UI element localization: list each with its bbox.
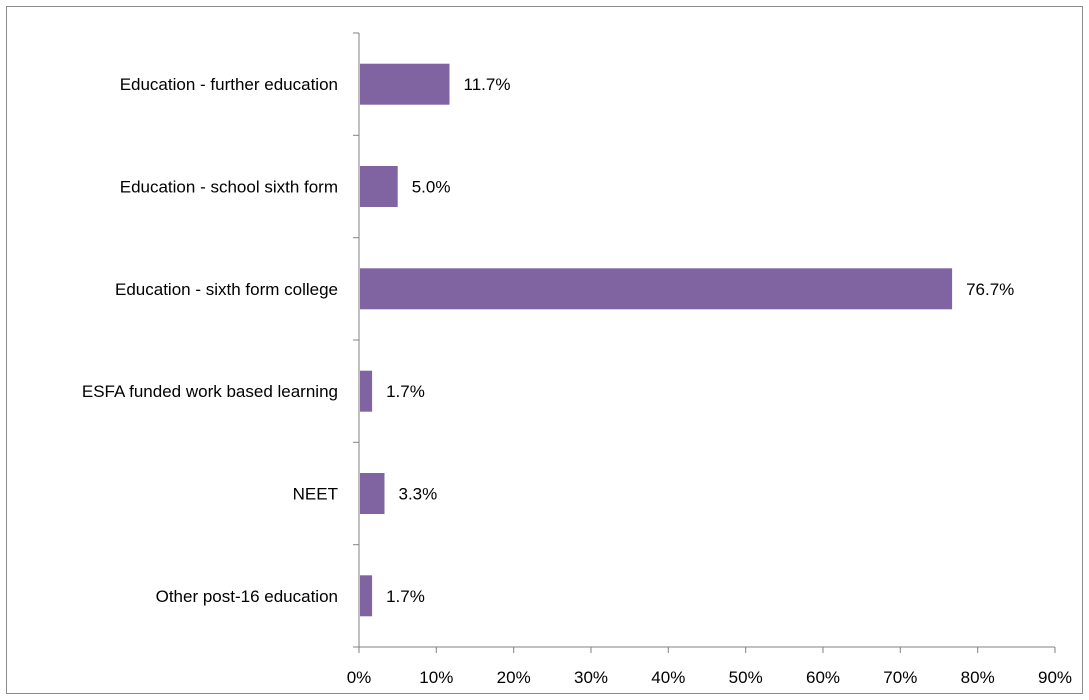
data-label: 3.3%	[399, 485, 438, 504]
bar-1	[360, 166, 398, 207]
bar-2	[360, 268, 953, 310]
category-label: Other post-16 education	[156, 587, 338, 606]
bar-3	[360, 370, 373, 412]
x-tick-label: 30%	[574, 668, 608, 687]
axes-group	[353, 32, 1056, 653]
x-tick-label: 10%	[419, 668, 453, 687]
data-label: 1.7%	[386, 587, 425, 606]
bar-0	[360, 63, 450, 105]
category-label: Education - school sixth form	[120, 178, 338, 197]
category-label: Education - further education	[120, 75, 338, 94]
x-tick-label: 70%	[883, 668, 917, 687]
bars-group	[360, 63, 953, 617]
x-tick-label: 80%	[961, 668, 995, 687]
x-tick-label: 20%	[497, 668, 531, 687]
x-tick-label: 60%	[806, 668, 840, 687]
data-label: 11.7%	[464, 75, 511, 94]
x-tick-label: 0%	[347, 668, 372, 687]
x-tick-label: 50%	[729, 668, 763, 687]
data-label: 76.7%	[966, 280, 1014, 299]
x-tick-label: 40%	[651, 668, 685, 687]
category-label: Education - sixth form college	[115, 280, 338, 299]
data-label: 5.0%	[412, 178, 451, 197]
x-tick-label: 90%	[1038, 668, 1072, 687]
chart-frame	[6, 6, 1083, 694]
labels-group: Education - further education 11.7% Educat…	[82, 75, 1072, 687]
data-label: 1.7%	[386, 382, 425, 401]
bar-5	[360, 575, 373, 617]
bar-4	[360, 473, 385, 514]
category-label: NEET	[293, 485, 338, 504]
category-label: ESFA funded work based learning	[82, 382, 338, 401]
